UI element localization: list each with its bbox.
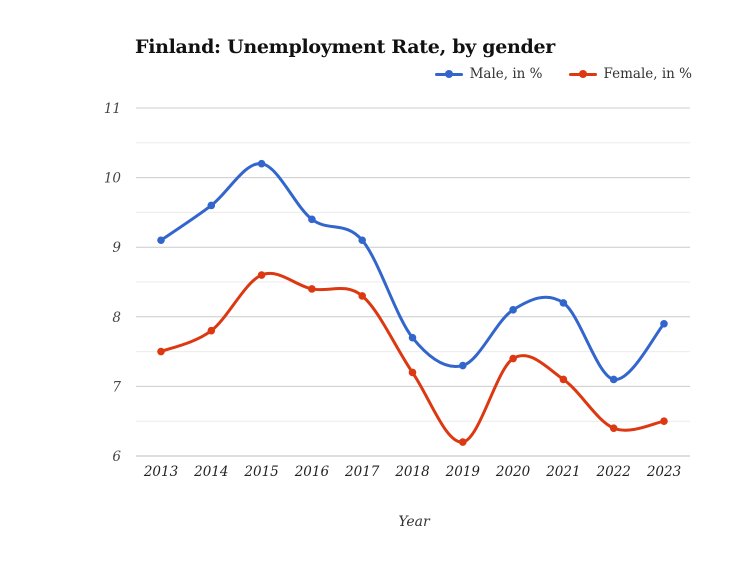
- data-point-marker[interactable]: [257, 159, 266, 168]
- series-line: [159, 271, 666, 444]
- x-tick-label: 2014: [193, 464, 228, 480]
- chart-title: Finland: Unemployment Rate, by gender: [135, 36, 556, 58]
- x-tick-label: 2023: [646, 464, 681, 480]
- data-point-marker[interactable]: [609, 375, 618, 384]
- series-male: [157, 159, 668, 384]
- y-tick-label: 7: [112, 379, 121, 395]
- series-line: [159, 162, 666, 381]
- x-axis: 2013 2014 2015 2016 2017 2018 2019 2020 2021 2022…: [143, 464, 681, 480]
- y-tick-label: 6: [112, 449, 121, 465]
- x-tick-label: 2019: [445, 464, 481, 480]
- data-point-marker[interactable]: [157, 347, 165, 356]
- x-tick-label: 2021: [545, 464, 580, 480]
- y-tick-label: 11: [104, 101, 121, 117]
- x-tick-label: 2020: [495, 464, 531, 480]
- y-tick-label: 9: [112, 240, 121, 256]
- y-tick-label: 10: [104, 171, 122, 187]
- x-tick-label: 2017: [344, 464, 380, 480]
- series-female: [157, 271, 668, 446]
- y-axis: 6 7 8 9 10 11: [104, 101, 122, 465]
- x-tick-label: 2013: [143, 464, 178, 480]
- data-point-marker[interactable]: [408, 368, 417, 377]
- data-point-marker[interactable]: [207, 326, 216, 335]
- data-point-marker[interactable]: [559, 375, 568, 384]
- data-point-marker[interactable]: [308, 285, 316, 293]
- series-lines: [157, 159, 668, 446]
- legend-item-male[interactable]: Male, in %: [434, 66, 543, 82]
- data-point-marker[interactable]: [509, 306, 517, 314]
- data-point-marker[interactable]: [660, 417, 668, 426]
- x-tick-label: 2016: [294, 464, 330, 480]
- data-point-marker[interactable]: [459, 361, 467, 370]
- data-point-marker[interactable]: [559, 299, 568, 307]
- data-point-marker[interactable]: [459, 438, 467, 446]
- data-point-marker[interactable]: [660, 319, 668, 328]
- legend-label: Male, in %: [469, 66, 543, 82]
- data-point-marker[interactable]: [157, 236, 165, 245]
- legend-label: Female, in %: [603, 66, 693, 82]
- data-point-marker[interactable]: [509, 354, 517, 363]
- data-point-marker[interactable]: [358, 236, 367, 245]
- legend-line-marker-icon: [434, 70, 463, 78]
- x-tick-label: 2022: [596, 464, 631, 480]
- data-point-marker[interactable]: [609, 424, 618, 432]
- y-tick-label: 8: [112, 310, 121, 326]
- x-tick-label: 2015: [243, 464, 278, 480]
- data-point-marker[interactable]: [358, 292, 367, 300]
- data-point-marker[interactable]: [408, 333, 417, 342]
- legend-item-female[interactable]: Female, in %: [568, 66, 693, 82]
- x-tick-label: 2018: [394, 464, 430, 480]
- x-axis-label: Year: [398, 514, 431, 530]
- data-point-marker[interactable]: [257, 271, 266, 279]
- data-point-marker[interactable]: [207, 201, 216, 210]
- data-point-marker[interactable]: [308, 215, 316, 224]
- legend: Male, in % Female, in %: [434, 66, 693, 82]
- grid-lines: [136, 107, 690, 457]
- legend-line-marker-icon: [568, 70, 597, 78]
